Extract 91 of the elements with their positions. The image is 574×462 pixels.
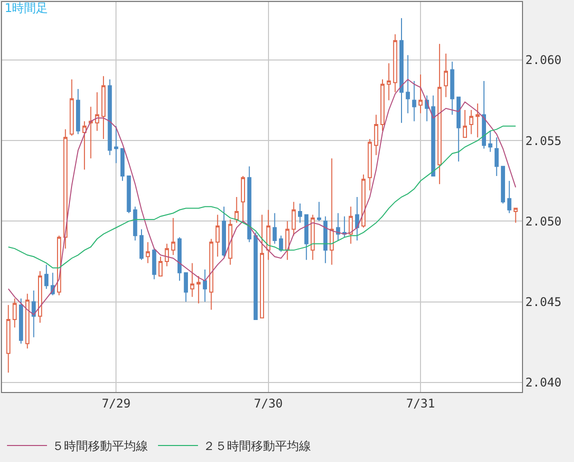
- y-tick-label: 2.040: [525, 376, 562, 390]
- candlestick: [12, 298, 17, 328]
- candlestick: [374, 114, 378, 156]
- candlestick: [317, 201, 322, 222]
- candlestick: [63, 128, 68, 250]
- candlestick: [6, 304, 10, 374]
- candlestick: [133, 206, 138, 242]
- candlestick: [469, 109, 474, 135]
- candlestick: [70, 78, 74, 136]
- candlestick: [158, 256, 163, 276]
- y-tick-label: 2.045: [525, 294, 562, 309]
- candlestick: [431, 94, 436, 177]
- candlestick: [494, 136, 499, 177]
- candlestick: [108, 78, 112, 156]
- x-tick-label: 7/29: [102, 396, 131, 410]
- candlestick: [88, 106, 93, 159]
- candlestick: [209, 238, 214, 310]
- candlestick: [323, 216, 328, 264]
- candlestick: [76, 88, 80, 135]
- candlestick: [488, 130, 492, 152]
- y-tick-label: 2.055: [525, 134, 562, 148]
- candlestick: [146, 242, 150, 264]
- candlestick: [32, 290, 36, 338]
- candlestick: [260, 214, 264, 318]
- candlestick: [44, 264, 48, 290]
- candlestick: [482, 80, 486, 150]
- x-tick-label: 7/31: [406, 396, 435, 410]
- candlestick: [164, 243, 169, 267]
- candlestick: [507, 180, 512, 214]
- candlestick: [450, 61, 454, 116]
- candlestick: [393, 34, 398, 93]
- candlestick: [348, 206, 353, 244]
- y-tick-label: 2.050: [525, 214, 562, 228]
- candlestick: [247, 166, 252, 243]
- candlestick: [361, 174, 366, 228]
- candlestick: [406, 54, 410, 114]
- candlestick: [514, 208, 518, 224]
- candlestick: [438, 43, 442, 185]
- candlestick: [330, 158, 334, 266]
- candlestick: [304, 214, 308, 260]
- candlestick: [412, 80, 416, 122]
- x-tick-label: 7/30: [254, 396, 283, 410]
- candlestick: [292, 201, 296, 236]
- candlestick: [202, 269, 207, 302]
- candlestick: [196, 275, 201, 304]
- candlestick: [101, 76, 106, 140]
- candlestick: [82, 120, 86, 170]
- candlestick: [216, 214, 220, 258]
- candlestick: [380, 78, 385, 132]
- candlestick: [368, 138, 372, 192]
- candlestick: [355, 196, 360, 242]
- candlestick: [139, 228, 144, 260]
- candlestick: [285, 220, 290, 260]
- candlestick: [190, 262, 194, 298]
- candlestick: [444, 53, 448, 98]
- candlestick: [120, 148, 125, 182]
- y-tick-label: 2.060: [525, 53, 562, 68]
- candlestick: [254, 232, 258, 320]
- candlestick: [266, 209, 270, 260]
- candlestick: [399, 18, 404, 124]
- candlestick: [171, 217, 176, 256]
- candlestick: [240, 176, 246, 224]
- candlestick: [18, 298, 24, 344]
- legend-label: ５時間移動平均線: [52, 439, 148, 454]
- line-series: [8, 78, 516, 316]
- candlestick: [500, 166, 506, 204]
- candlestick: [25, 293, 30, 349]
- candlestick: [228, 219, 232, 266]
- candlestick: [336, 212, 340, 242]
- candlestick: [298, 202, 302, 224]
- candlestick: [152, 248, 156, 280]
- candlestick: [126, 176, 131, 214]
- candlestick: [456, 96, 461, 162]
- candlestick: [178, 236, 182, 282]
- candlestick: [114, 126, 118, 164]
- candlestick: [222, 206, 226, 258]
- candlestick: [38, 270, 42, 324]
- candlestick: [278, 235, 284, 252]
- candlestick: [184, 272, 188, 302]
- line-series: [8, 126, 516, 268]
- candlestick: [95, 92, 100, 132]
- candlestick: [386, 62, 391, 101]
- candlestick: [272, 212, 277, 244]
- candlestick: [310, 214, 315, 260]
- candlestick: [462, 109, 467, 138]
- legend-label: ２５時間移動平均線: [203, 439, 311, 454]
- chart-title: 1時間足: [4, 1, 48, 16]
- candlestick: [476, 103, 480, 138]
- candlestick: [342, 216, 346, 238]
- candlestick: [234, 196, 239, 224]
- candlestick: [418, 74, 423, 114]
